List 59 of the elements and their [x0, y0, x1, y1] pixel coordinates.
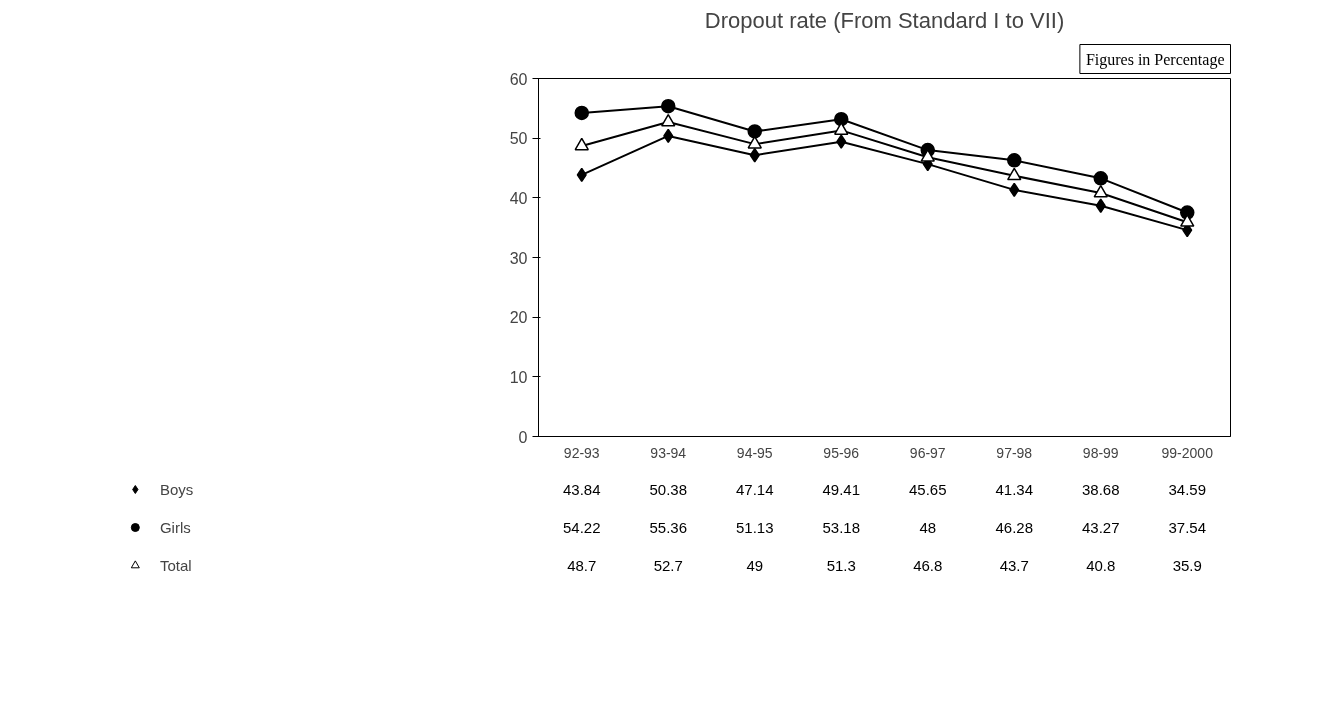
point — [1180, 214, 1195, 227]
legend-label: Boys — [159, 479, 194, 499]
x-tick-label: 93-94 — [650, 444, 687, 461]
point — [574, 137, 589, 151]
text: Figures in Percentage — [1085, 50, 1225, 69]
data-label: 47.14 — [735, 480, 774, 498]
y-tick-label: 0 — [518, 428, 528, 446]
data-label: 45.65 — [908, 480, 947, 498]
point — [834, 122, 849, 135]
point — [661, 113, 676, 127]
chart-title: Dropout rate (From Standard I to VII) — [704, 7, 1065, 33]
y-tick-label: 20 — [509, 309, 528, 327]
point — [836, 134, 847, 149]
data-label: 49.41 — [822, 480, 861, 498]
data-label: 46.28 — [995, 518, 1034, 536]
x-tick-label: 94-95 — [736, 444, 773, 461]
point — [747, 124, 762, 139]
point — [1095, 198, 1106, 213]
data-label: 34.59 — [1168, 480, 1207, 498]
x-tick-label: 97-98 — [996, 444, 1033, 461]
x-tick-label: 96-97 — [909, 444, 946, 461]
legend-label: Total — [159, 555, 192, 575]
data-label: 51.3 — [826, 556, 856, 574]
data-label: 53.18 — [822, 518, 861, 536]
point — [834, 111, 849, 127]
data-label: 43.84 — [562, 480, 601, 498]
x-tick-label: 98-99 — [1082, 444, 1119, 461]
data-label: 41.34 — [995, 480, 1034, 498]
x-tick-label: 95-96 — [823, 444, 860, 461]
y-tick-label: 40 — [509, 189, 528, 207]
data-label: 50.38 — [649, 480, 688, 498]
x-tick-label: 99-2000 — [1161, 444, 1214, 461]
y-tick-label: 50 — [509, 130, 528, 148]
data-label: 37.54 — [1168, 518, 1207, 536]
y-tick-label: 60 — [509, 70, 528, 88]
point — [1093, 171, 1108, 186]
data-label: 55.36 — [649, 518, 688, 536]
data-label: 48 — [919, 518, 937, 536]
point — [661, 98, 676, 114]
point — [1093, 184, 1108, 198]
point — [1007, 153, 1022, 168]
data-label: 46.8 — [913, 556, 943, 574]
y-tick-label: 10 — [509, 368, 528, 386]
data-label: 54.22 — [562, 518, 601, 536]
point — [920, 149, 935, 162]
data-label: 49 — [746, 556, 764, 574]
data-label: 40.8 — [1086, 556, 1116, 574]
point — [574, 105, 589, 121]
data-label: 43.7 — [999, 556, 1029, 574]
point — [1007, 167, 1022, 181]
x-tick-label: 92-93 — [563, 444, 600, 461]
data-label: 52.7 — [653, 556, 683, 574]
data-label: 51.13 — [735, 518, 774, 536]
data-label: 35.9 — [1172, 556, 1202, 574]
data-label: 48.7 — [567, 556, 597, 574]
data-label: 38.68 — [1081, 480, 1120, 498]
data-label: 43.27 — [1081, 518, 1120, 536]
legend-label: Girls — [159, 517, 191, 537]
y-tick-label: 30 — [509, 249, 528, 267]
